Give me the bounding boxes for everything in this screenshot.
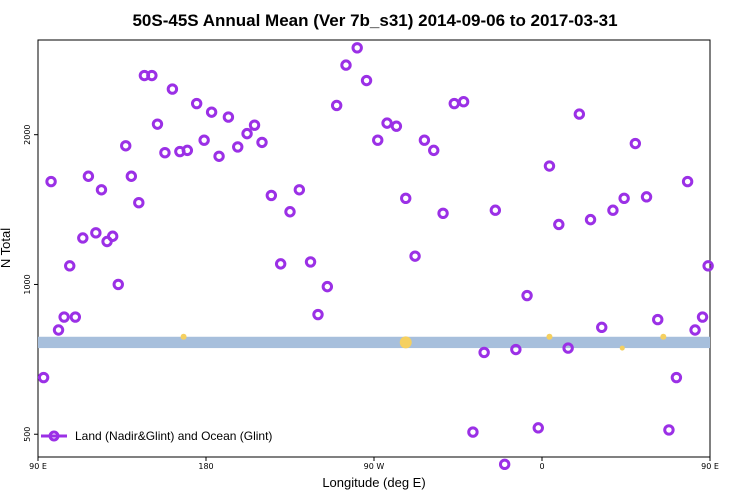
data-point [151,118,164,130]
data-point [467,426,479,438]
chart-title: 50S-45S Annual Mean (Ver 7b_s31) 2014-09… [132,11,617,30]
ocean-band [38,336,710,349]
land-marker [180,333,187,340]
data-point [330,99,343,112]
data-point [166,83,179,95]
data-point [256,136,268,149]
data-point [120,140,132,152]
data-point [77,232,89,244]
data-point [607,204,619,216]
data-point [213,150,225,162]
data-point [293,184,306,196]
data-point [681,175,694,188]
land-marker [660,333,667,340]
land-marker [619,345,625,351]
legend-label: Land (Nadir&Glint) and Ocean (Glint) [75,429,272,443]
plot-frame [37,39,711,458]
data-point [274,258,287,270]
data-point [304,256,317,268]
data-point [312,308,324,321]
x-tick-label: 180 [198,462,213,471]
data-point [562,342,574,354]
data-point [489,204,502,216]
data-point [381,117,393,129]
data-point [340,59,352,71]
data-point [64,260,76,272]
data-point [457,95,470,108]
data-point [265,189,278,202]
data-point [112,278,124,291]
data-point [573,108,586,120]
data-point [241,127,253,140]
data-point [584,213,597,226]
data-point [69,311,82,323]
data-point [670,371,683,384]
data-point [232,141,244,153]
y-tick-label: 1000 [23,274,32,294]
data-point [553,218,565,231]
data-point [418,134,431,146]
x-tick-label: 90 E [29,462,47,471]
data-point [222,111,235,123]
data-point [284,206,296,218]
data-point [133,196,145,209]
land-marker [546,333,553,340]
data-point [428,144,440,157]
data-point [90,227,102,239]
data-point [125,170,138,182]
data-point [498,458,511,471]
data-point [146,69,158,82]
data-point [400,192,412,205]
data-point [478,346,490,359]
data-point [372,134,384,146]
data-point [532,422,544,434]
x-axis-label: Longitude (deg E) [322,475,425,490]
data-point [702,260,714,272]
data-point [45,175,57,188]
data-point [58,311,70,323]
data-point [37,371,50,384]
data-point [106,230,119,242]
data-point [248,119,261,131]
data-point [360,74,373,87]
x-tick-label: 0 [539,462,544,471]
legend-marker-swatch [48,430,60,442]
legend: Land (Nadir&Glint) and Ocean (Glint) [41,429,272,443]
data-point [95,184,108,196]
data-point [409,250,421,262]
data-point [689,324,701,336]
data-point [696,311,709,323]
data-point [190,97,203,110]
data-point [205,106,218,118]
data-point [521,289,533,302]
data-point [390,120,403,132]
data-point [629,137,642,150]
x-tick-label: 90 W [364,462,385,471]
data-point [448,97,460,110]
y-tick-label: 500 [23,427,32,442]
data-point [321,280,334,293]
data-point [181,144,194,157]
data-point [82,170,95,182]
data-point [618,192,630,205]
data-point [198,134,210,146]
y-tick-label: 2000 [23,125,32,145]
data-point [640,191,653,203]
x-tick-label: 90 E [701,462,719,471]
data-point [663,424,675,436]
data-point [652,313,664,326]
data-point [159,147,171,159]
data-point [543,160,556,172]
data-point [510,343,522,356]
y-axis-label: N Total [0,228,13,268]
data-point [52,324,65,336]
data-point [437,207,449,220]
data-point [596,321,608,334]
data-point [351,42,363,54]
land-marker [399,336,412,349]
